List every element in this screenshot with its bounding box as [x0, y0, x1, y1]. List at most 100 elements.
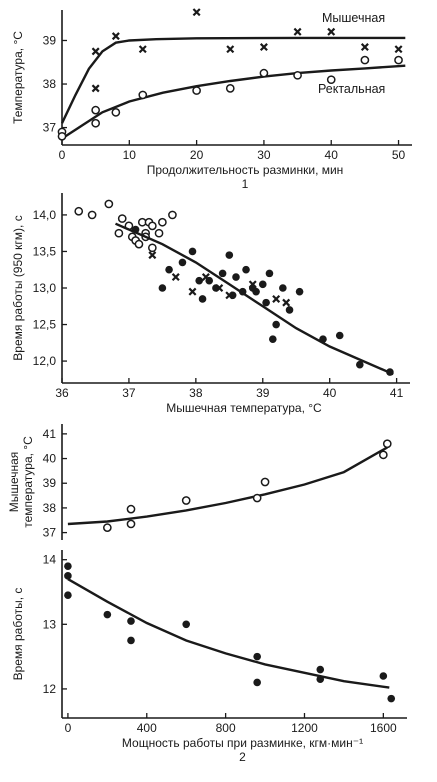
data-point-filled-circle: [316, 675, 325, 684]
data-point-cross: [248, 280, 257, 289]
data-point-cross: [201, 273, 210, 282]
series-x: [148, 251, 291, 307]
data-point-open-circle: [394, 55, 403, 65]
series-ректальная: [57, 55, 406, 141]
x-tick-label: 36: [55, 386, 69, 400]
data-point-open-circle: [154, 228, 164, 238]
fit-curve: [60, 36, 406, 124]
data-point-open-circle: [114, 228, 124, 238]
data-point-filled-circle: [379, 672, 388, 680]
series-label-muscle: Мышечная: [322, 11, 385, 25]
data-point-cross: [394, 45, 403, 54]
x-tick-label: 800: [216, 721, 236, 735]
data-point-filled-circle: [165, 265, 173, 274]
series-fit: [115, 222, 394, 376]
data-point-filled-circle: [265, 269, 274, 278]
data-point-open-circle: [326, 75, 336, 85]
data-point-cross: [293, 27, 302, 36]
data-point-filled-circle: [258, 280, 267, 289]
fit-curve: [61, 64, 406, 140]
data-point-filled-circle: [218, 269, 227, 278]
figure-number: 2: [239, 750, 246, 764]
y-tick-label: 38: [43, 501, 57, 515]
series-мышечная: [60, 8, 406, 124]
data-point-open-circle: [260, 477, 270, 487]
fit-curve: [67, 578, 390, 689]
x-tick-label: 1600: [370, 721, 397, 735]
data-point-cross: [282, 298, 291, 307]
y-tick-label: 37: [43, 526, 57, 540]
series-circle-filled: [131, 225, 394, 376]
y-tick-label: 13,5: [33, 244, 57, 258]
y-tick-label: 12,0: [33, 354, 57, 368]
data-point-open-circle: [117, 214, 127, 223]
data-point-cross: [91, 84, 100, 93]
data-point-cross: [192, 8, 201, 17]
y-tick-label: 41: [43, 427, 57, 441]
data-point-open-circle: [225, 84, 235, 93]
x-tick-label: 39: [256, 386, 270, 400]
y-tick-label: 39: [43, 33, 57, 47]
x-tick-label: 20: [190, 148, 204, 162]
data-point-open-circle: [293, 70, 302, 80]
data-point-filled-circle: [285, 306, 294, 314]
chart-3: 37 38 39 40 41 Мышечная температура, °С: [7, 424, 392, 540]
data-point-open-circle: [91, 118, 101, 128]
x-tick-label: 50: [392, 148, 406, 162]
y-axis-label: Время работы, с: [11, 588, 25, 681]
data-point-open-circle: [134, 239, 144, 249]
x-tick-label: 41: [390, 386, 404, 400]
data-point-open-circle: [181, 496, 191, 505]
data-point-filled-circle: [232, 273, 240, 281]
y-tick-label: 12: [43, 682, 57, 696]
y-tick-label: 39: [43, 476, 57, 490]
y-axis-label: Время работы (950 кгм), с: [11, 215, 25, 360]
data-point-open-circle: [192, 86, 201, 95]
data-point-filled-circle: [225, 251, 234, 259]
data-point-filled-circle: [269, 335, 277, 343]
data-point-filled-circle: [64, 591, 72, 600]
data-point-open-circle: [168, 210, 177, 220]
data-point-filled-circle: [182, 620, 190, 629]
data-point-filled-circle: [127, 617, 135, 625]
y-tick-label: 37: [43, 121, 57, 135]
x-tick-label: 37: [122, 386, 136, 400]
data-point-cross: [188, 287, 197, 296]
data-point-filled-circle: [178, 258, 187, 267]
series-circle-open: [67, 439, 392, 533]
data-point-open-circle: [360, 55, 370, 65]
chart-1: 37 38 39 0 10 20 30 40 50 Продолжительность разми…: [11, 8, 412, 191]
data-point-open-circle: [111, 107, 121, 117]
data-point-cross: [259, 43, 268, 51]
y-tick-label: 13: [43, 617, 57, 631]
data-point-open-circle: [104, 199, 114, 209]
data-point-cross: [272, 294, 281, 303]
data-point-cross: [215, 284, 224, 292]
data-point-open-circle: [87, 210, 97, 220]
data-point-filled-circle: [64, 572, 72, 580]
x-tick-label: 1200: [291, 721, 318, 735]
y-tick-label: 14: [43, 553, 57, 567]
y-tick-label: 38: [43, 77, 57, 91]
data-point-filled-circle: [195, 276, 203, 285]
x-axis-label: Мышечная температура, °С: [166, 401, 322, 415]
data-point-filled-circle: [295, 287, 304, 296]
x-tick-label: 400: [137, 721, 157, 735]
y-axis-label-line: Мышечная: [7, 452, 21, 513]
x-tick-label: 40: [323, 386, 337, 400]
data-point-filled-circle: [127, 636, 135, 645]
data-point-open-circle: [57, 131, 67, 141]
data-point-cross: [91, 47, 100, 56]
data-point-open-circle: [252, 493, 262, 503]
data-point-cross: [171, 273, 180, 282]
chart-2: 12,0 12,5 13,0 13,5 14,0 36 37 38 39 40 41 Мышечная…: [11, 193, 410, 415]
data-point-filled-circle: [262, 298, 270, 307]
data-point-cross: [111, 32, 120, 41]
data-point-filled-circle: [253, 652, 261, 661]
data-point-cross: [327, 27, 336, 36]
y-axis-label-line: температура, °С: [21, 436, 35, 528]
data-point-filled-circle: [242, 265, 250, 274]
data-point-filled-circle: [158, 284, 167, 292]
x-tick-label: 0: [65, 721, 72, 735]
y-tick-label: 14,0: [33, 208, 57, 222]
